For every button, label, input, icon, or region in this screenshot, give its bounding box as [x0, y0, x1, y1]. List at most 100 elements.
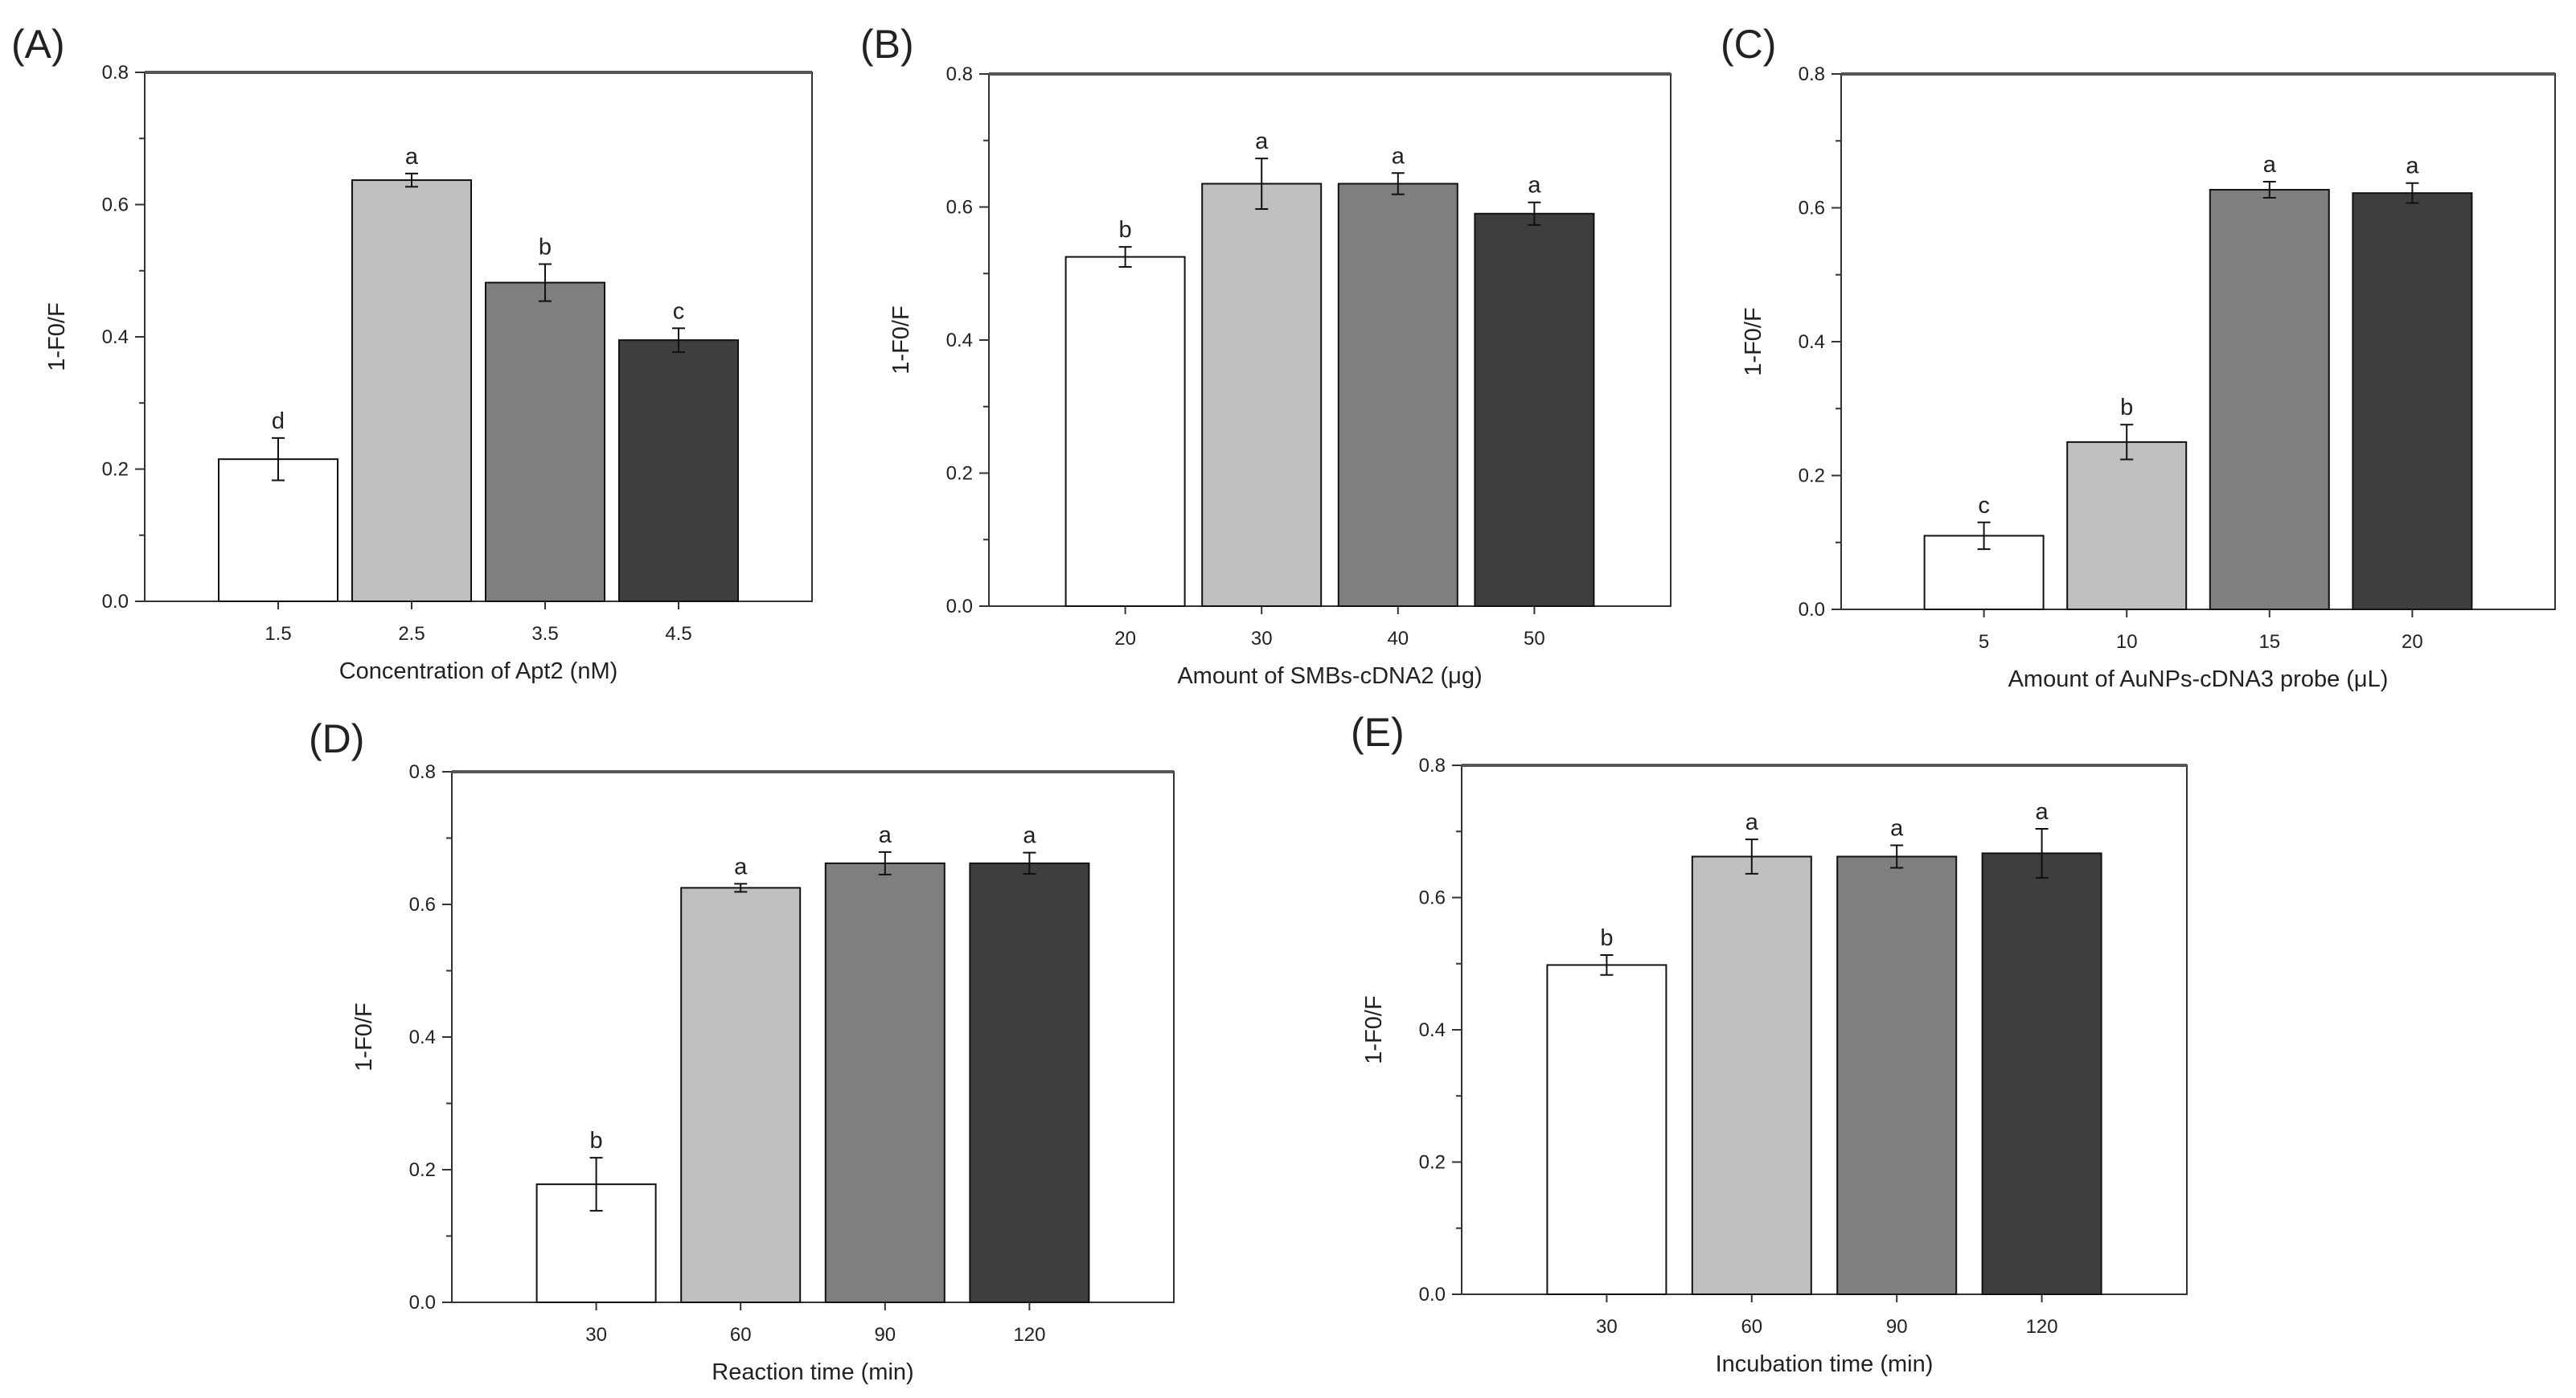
significance-letter: a — [1255, 129, 1269, 154]
x-axis-title: Amount of AuNPs-cDNA3 probe (μL) — [2008, 666, 2389, 692]
y-tick-label: 0.0 — [409, 1292, 436, 1314]
y-axis-title: 1-F0/F — [1741, 307, 1766, 375]
panel-label: (A) — [11, 22, 65, 67]
bar — [1201, 182, 1323, 608]
x-tick-label: 10 — [2116, 631, 2138, 653]
y-axis-title: 1-F0/F — [1361, 995, 1387, 1064]
y-tick-label: 0.2 — [1419, 1152, 1446, 1174]
y-tick-label: 0.6 — [1799, 198, 1825, 219]
significance-letter: a — [2036, 799, 2049, 825]
x-tick-label: 20 — [2402, 631, 2423, 653]
bar — [2209, 189, 2330, 610]
significance-letter: b — [590, 1128, 603, 1154]
y-tick-label: 0.8 — [1799, 64, 1825, 85]
y-tick-label: 0.4 — [409, 1027, 436, 1048]
y-tick-label: 0.6 — [409, 894, 436, 916]
significance-letter: a — [2263, 152, 2277, 178]
chart-panel-e: (E) 0.0 0.2 0.4 0.6 0.8 b 30 a 60 a 90 a 120 Incubatio… — [1351, 710, 2188, 1377]
significance-letter: a — [1890, 816, 1904, 842]
panel-label: (E) — [1351, 710, 1405, 755]
significance-letter: b — [1119, 217, 1132, 243]
x-tick-label: 30 — [585, 1324, 607, 1346]
y-tick-label: 0.0 — [1419, 1284, 1446, 1306]
significance-letter: a — [1745, 810, 1759, 835]
significance-letter: a — [1392, 143, 1405, 169]
panel-label: (C) — [1721, 22, 1776, 67]
bar — [1981, 852, 2102, 1295]
y-axis-title: 1-F0/F — [351, 1002, 377, 1071]
significance-letter: a — [2406, 154, 2419, 179]
bar — [485, 281, 605, 602]
bar — [1337, 182, 1458, 608]
y-tick-label: 0.6 — [102, 195, 129, 216]
bar — [1546, 964, 1667, 1296]
y-tick-label: 0.4 — [102, 326, 129, 348]
x-axis-title: Incubation time (min) — [1716, 1351, 1934, 1377]
chart-panel-d: (D) 0.0 0.2 0.4 0.6 0.8 b 30 a 60 a 90 a 120 Reaction … — [309, 716, 1175, 1385]
y-tick-label: 0.8 — [946, 64, 973, 85]
significance-letter: b — [1600, 925, 1613, 951]
x-axis-title: Amount of SMBs-cDNA2 (μg) — [1177, 663, 1482, 689]
significance-letter: a — [879, 822, 892, 848]
y-axis-title: 1-F0/F — [44, 302, 70, 371]
x-tick-label: 1.5 — [265, 623, 291, 645]
bar — [1691, 855, 1812, 1295]
bar — [1064, 256, 1186, 607]
panel-label: (B) — [860, 22, 914, 67]
y-tick-label: 0.2 — [102, 459, 129, 481]
x-tick-label: 5 — [1979, 631, 1989, 653]
x-tick-label: 60 — [730, 1324, 752, 1346]
y-tick-label: 0.4 — [1799, 331, 1825, 353]
y-tick-label: 0.2 — [409, 1159, 436, 1181]
x-axis-title: Reaction time (min) — [712, 1359, 913, 1385]
y-tick-label: 0.0 — [1799, 599, 1825, 621]
x-axis-title: Concentration of Apt2 (nM) — [339, 658, 618, 684]
significance-letter: c — [1978, 493, 1990, 519]
y-tick-label: 0.6 — [1419, 888, 1446, 909]
chart-panel-a: (A) 0.0 0.2 0.4 0.6 0.8 d 1.5 a 2.5 b 3.5 c 4.5 Concen… — [11, 22, 813, 684]
bar — [351, 179, 472, 602]
y-tick-label: 0.0 — [102, 591, 129, 613]
chart-panel-c: (C) 0.0 0.2 0.4 0.6 0.8 c 5 b 10 a 15 a 20 Amount of A… — [1721, 22, 2556, 692]
x-tick-label: 120 — [1013, 1324, 1045, 1346]
x-tick-label: 30 — [1251, 628, 1273, 650]
x-tick-label: 30 — [1596, 1316, 1618, 1338]
bar — [969, 862, 1090, 1303]
chart-panel-b: (B) 0.0 0.2 0.4 0.6 0.8 b 20 a 30 a 40 a 50 Amount of … — [860, 22, 1672, 689]
x-tick-label: 2.5 — [398, 623, 425, 645]
bar — [680, 887, 802, 1303]
y-tick-label: 0.8 — [102, 62, 129, 84]
x-tick-label: 15 — [2258, 631, 2280, 653]
y-tick-label: 0.2 — [1799, 465, 1825, 487]
bar — [1836, 855, 1958, 1295]
significance-letter: b — [539, 235, 552, 260]
x-tick-label: 4.5 — [665, 623, 691, 645]
significance-letter: a — [734, 854, 748, 879]
x-tick-label: 90 — [874, 1324, 896, 1346]
y-tick-label: 0.2 — [946, 463, 973, 485]
x-tick-label: 60 — [1741, 1316, 1762, 1338]
y-tick-label: 0.4 — [1419, 1019, 1446, 1041]
y-tick-label: 0.8 — [409, 761, 436, 783]
significance-letter: a — [1023, 823, 1036, 849]
x-tick-label: 20 — [1114, 628, 1136, 650]
bar — [2066, 441, 2188, 610]
y-tick-label: 0.4 — [946, 330, 973, 351]
significance-letter: d — [272, 408, 285, 434]
significance-letter: b — [2120, 395, 2133, 420]
y-tick-label: 0.8 — [1419, 755, 1446, 777]
x-tick-label: 3.5 — [531, 623, 558, 645]
bar — [1474, 212, 1595, 607]
bar — [824, 862, 945, 1303]
significance-letter: c — [673, 298, 685, 324]
y-tick-label: 0.0 — [946, 596, 973, 617]
y-tick-label: 0.6 — [946, 197, 973, 219]
x-tick-label: 120 — [2026, 1316, 2058, 1338]
x-tick-label: 90 — [1886, 1316, 1908, 1338]
x-tick-label: 50 — [1524, 628, 1545, 650]
significance-letter: a — [1528, 173, 1541, 199]
bar — [2352, 192, 2473, 610]
significance-letter: a — [405, 144, 419, 170]
x-tick-label: 40 — [1387, 628, 1409, 650]
panel-label: (D) — [309, 716, 364, 761]
